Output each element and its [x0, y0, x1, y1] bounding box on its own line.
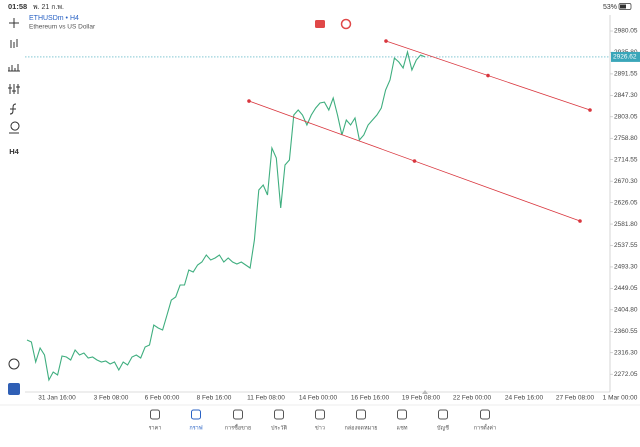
status-time: 01:58: [8, 2, 27, 11]
nav-label[interactable]: กราฟ: [189, 424, 202, 431]
nav-icon[interactable]: [274, 409, 284, 420]
price-line: [26, 49, 426, 382]
y-tick-label: 2714.55: [614, 156, 638, 163]
nav-icon[interactable]: [150, 409, 160, 420]
x-tick-label: 14 Feb 00:00: [299, 395, 338, 402]
current-price-label: 2926.62: [613, 54, 637, 61]
nav-icon[interactable]: [315, 409, 325, 420]
timeframe-button[interactable]: H4: [9, 147, 19, 156]
nav-label[interactable]: การซื้อขาย: [225, 423, 251, 431]
y-tick-label: 2626.05: [614, 199, 638, 206]
x-tick-label: 27 Feb 08:00: [556, 395, 595, 402]
left-toolbar: [8, 18, 20, 370]
y-tick-label: 2404.80: [614, 307, 638, 314]
nav-icon[interactable]: [397, 409, 407, 420]
y-tick-label: 2360.55: [614, 328, 638, 335]
scroll-marker: [422, 390, 428, 394]
sell-button[interactable]: [315, 20, 325, 28]
status-battery: 53%: [603, 4, 617, 11]
y-tick-label: 2670.30: [614, 178, 638, 185]
nav-label[interactable]: การตั้งค่า: [474, 423, 496, 431]
nav-icon[interactable]: [233, 409, 243, 420]
buy-button[interactable]: [340, 18, 352, 30]
x-tick-label: 3 Feb 08:00: [94, 395, 129, 402]
nav-label[interactable]: ราคา: [149, 425, 162, 431]
app-logo: [8, 383, 20, 395]
settings-tool[interactable]: [8, 84, 20, 94]
y-tick-label: 2272.05: [614, 371, 638, 378]
battery-level: [620, 4, 626, 9]
trend-handle[interactable]: [578, 219, 582, 223]
x-tick-label: 8 Feb 16:00: [197, 395, 232, 402]
y-tick-label: 2891.55: [614, 71, 638, 78]
x-tick-label: 1 Mar 00:00: [603, 395, 638, 402]
trend-handle[interactable]: [486, 73, 490, 78]
y-tick-label: 2847.30: [614, 92, 638, 99]
x-tick-label: 31 Jan 16:00: [38, 395, 76, 402]
crosshair-tool[interactable]: [9, 18, 19, 28]
y-tick-label: 2449.05: [614, 285, 638, 292]
current-price-box: [611, 51, 640, 62]
symbol-name[interactable]: ETHUSDm • H4: [29, 15, 79, 22]
y-tick-label: 2581.80: [614, 221, 638, 228]
x-tick-label: 19 Feb 08:00: [402, 395, 441, 402]
x-tick-label: 11 Feb 08:00: [247, 395, 285, 402]
y-tick-label: 2803.05: [614, 114, 638, 121]
object-tool[interactable]: [9, 121, 20, 134]
nav-icon[interactable]: [438, 409, 448, 420]
trend-handle[interactable]: [384, 39, 388, 43]
chart-type-tool[interactable]: [10, 39, 18, 48]
trend-handle[interactable]: [412, 159, 417, 163]
nav-icon[interactable]: [480, 409, 490, 420]
x-tick-label: 22 Feb 00:00: [453, 395, 492, 402]
nav-icon[interactable]: [356, 409, 366, 420]
analysis-tool[interactable]: [8, 358, 20, 370]
x-tick-label: 24 Feb 16:00: [505, 395, 544, 402]
nav-label[interactable]: ข่าว: [315, 425, 325, 431]
symbol-description: Ethereum vs US Dollar: [29, 24, 96, 31]
trend-handle[interactable]: [247, 99, 251, 103]
nav-label[interactable]: กล่องจดหมาย: [344, 425, 377, 431]
x-tick-label: 16 Feb 16:00: [351, 395, 390, 402]
nav-label[interactable]: แชท: [397, 424, 408, 431]
y-tick-label: 2316.30: [614, 349, 638, 356]
nav-label[interactable]: ประวัติ: [271, 424, 287, 431]
nav-label[interactable]: บัญชี: [437, 424, 449, 431]
nav-icon[interactable]: [191, 409, 201, 420]
status-date: พ. 21 ก.พ.: [33, 4, 64, 11]
indicator-tool[interactable]: [8, 64, 20, 72]
x-tick-label: 6 Feb 00:00: [145, 395, 180, 402]
function-tool[interactable]: [9, 103, 17, 115]
y-tick-label: 2758.80: [614, 135, 638, 142]
trend-handle[interactable]: [588, 108, 592, 112]
battery-icon: [618, 3, 632, 10]
y-tick-label: 2537.55: [614, 242, 638, 249]
y-tick-label: 2493.30: [614, 264, 638, 271]
y-tick-label: 2980.05: [614, 28, 638, 35]
